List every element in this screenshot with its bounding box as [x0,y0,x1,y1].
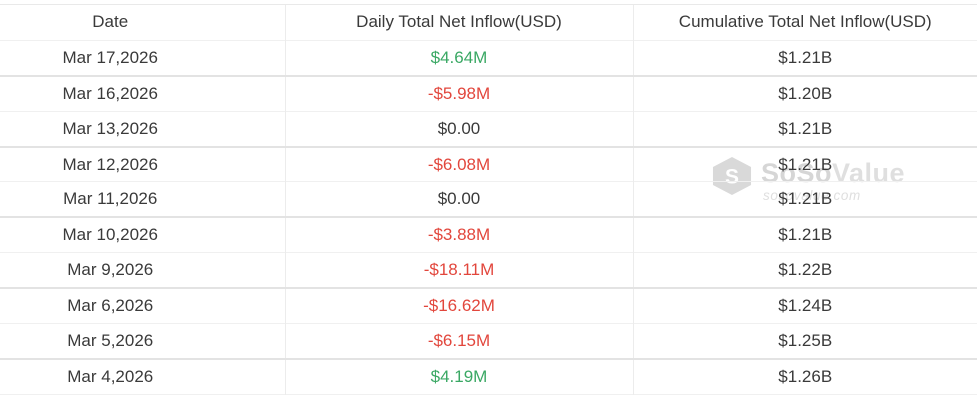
daily-net-inflow-cell: -$6.08M [285,146,634,182]
cumulative-net-inflow-cell: $1.20B [778,83,833,103]
header-row: Date Daily Total Net Inflow(USD) Cumulat… [0,5,977,41]
table-header: Date Daily Total Net Inflow(USD) Cumulat… [0,5,977,41]
date-cell: Mar 5,2026 [0,323,286,359]
date-cell: Mar 10,2026 [0,217,286,253]
table-row: Mar 6,2026 -$16.62M $1.24B [0,288,977,324]
cumulative-net-inflow-cell: $1.22B [778,260,833,280]
daily-net-inflow-cell: $0.00 [285,181,634,218]
net-inflow-table-container: Date Daily Total Net Inflow(USD) Cumulat… [0,4,977,395]
table-row: Mar 4,2026 $4.19M $1.26B [0,358,977,395]
cumulative-net-inflow-cell: $1.21B [778,154,833,174]
table-row: Mar 5,2026 -$6.15M $1.25B [0,323,977,359]
column-header-daily-net-inflow: Daily Total Net Inflow(USD) [285,5,634,41]
daily-net-inflow-cell: -$18.11M [285,252,634,289]
daily-net-inflow-cell: -$6.15M [285,323,634,359]
date-cell: Mar 9,2026 [0,252,286,289]
date-cell: Mar 17,2026 [0,40,286,76]
date-cell: Mar 4,2026 [0,358,286,395]
table-row: Mar 16,2026 -$5.98M $1.20B [0,75,977,112]
date-cell: Mar 13,2026 [0,111,286,147]
date-cell: Mar 6,2026 [0,288,286,324]
column-header-date: Date [0,5,286,41]
net-inflow-table: Date Daily Total Net Inflow(USD) Cumulat… [0,5,977,395]
table-body: Mar 17,2026 $4.64M $1.21B Mar 16,2026 -$… [0,40,977,395]
daily-net-inflow-cell: -$16.62M [285,288,634,324]
column-header-cumulative-net-inflow: Cumulative Total Net Inflow(USD) [678,12,932,32]
cumulative-net-inflow-cell: $1.21B [778,118,833,138]
daily-net-inflow-cell: -$5.98M [285,75,634,112]
date-cell: Mar 16,2026 [0,75,286,112]
date-cell: Mar 11,2026 [0,181,286,218]
table-row: Mar 9,2026 -$18.11M $1.22B [0,252,977,289]
table-row: Mar 10,2026 -$3.88M $1.21B [0,217,977,253]
cumulative-net-inflow-cell: $1.26B [778,366,833,386]
table-row: Mar 12,2026 -$6.08M $1.21B [0,146,977,182]
cumulative-net-inflow-cell: $1.24B [778,296,833,316]
cumulative-net-inflow-cell: $1.21B [778,189,833,209]
daily-net-inflow-cell: $0.00 [285,111,634,147]
cumulative-net-inflow-cell: $1.25B [778,330,833,350]
cumulative-net-inflow-cell: $1.21B [778,225,833,245]
daily-net-inflow-cell: -$3.88M [285,217,634,253]
table-row: Mar 17,2026 $4.64M $1.21B [0,40,977,76]
table-row: Mar 13,2026 $0.00 $1.21B [0,111,977,147]
table-row: Mar 11,2026 $0.00 $1.21B [0,181,977,218]
cumulative-net-inflow-cell: $1.21B [778,47,833,67]
date-cell: Mar 12,2026 [0,146,286,182]
daily-net-inflow-cell: $4.19M [285,358,634,395]
daily-net-inflow-cell: $4.64M [285,40,634,76]
